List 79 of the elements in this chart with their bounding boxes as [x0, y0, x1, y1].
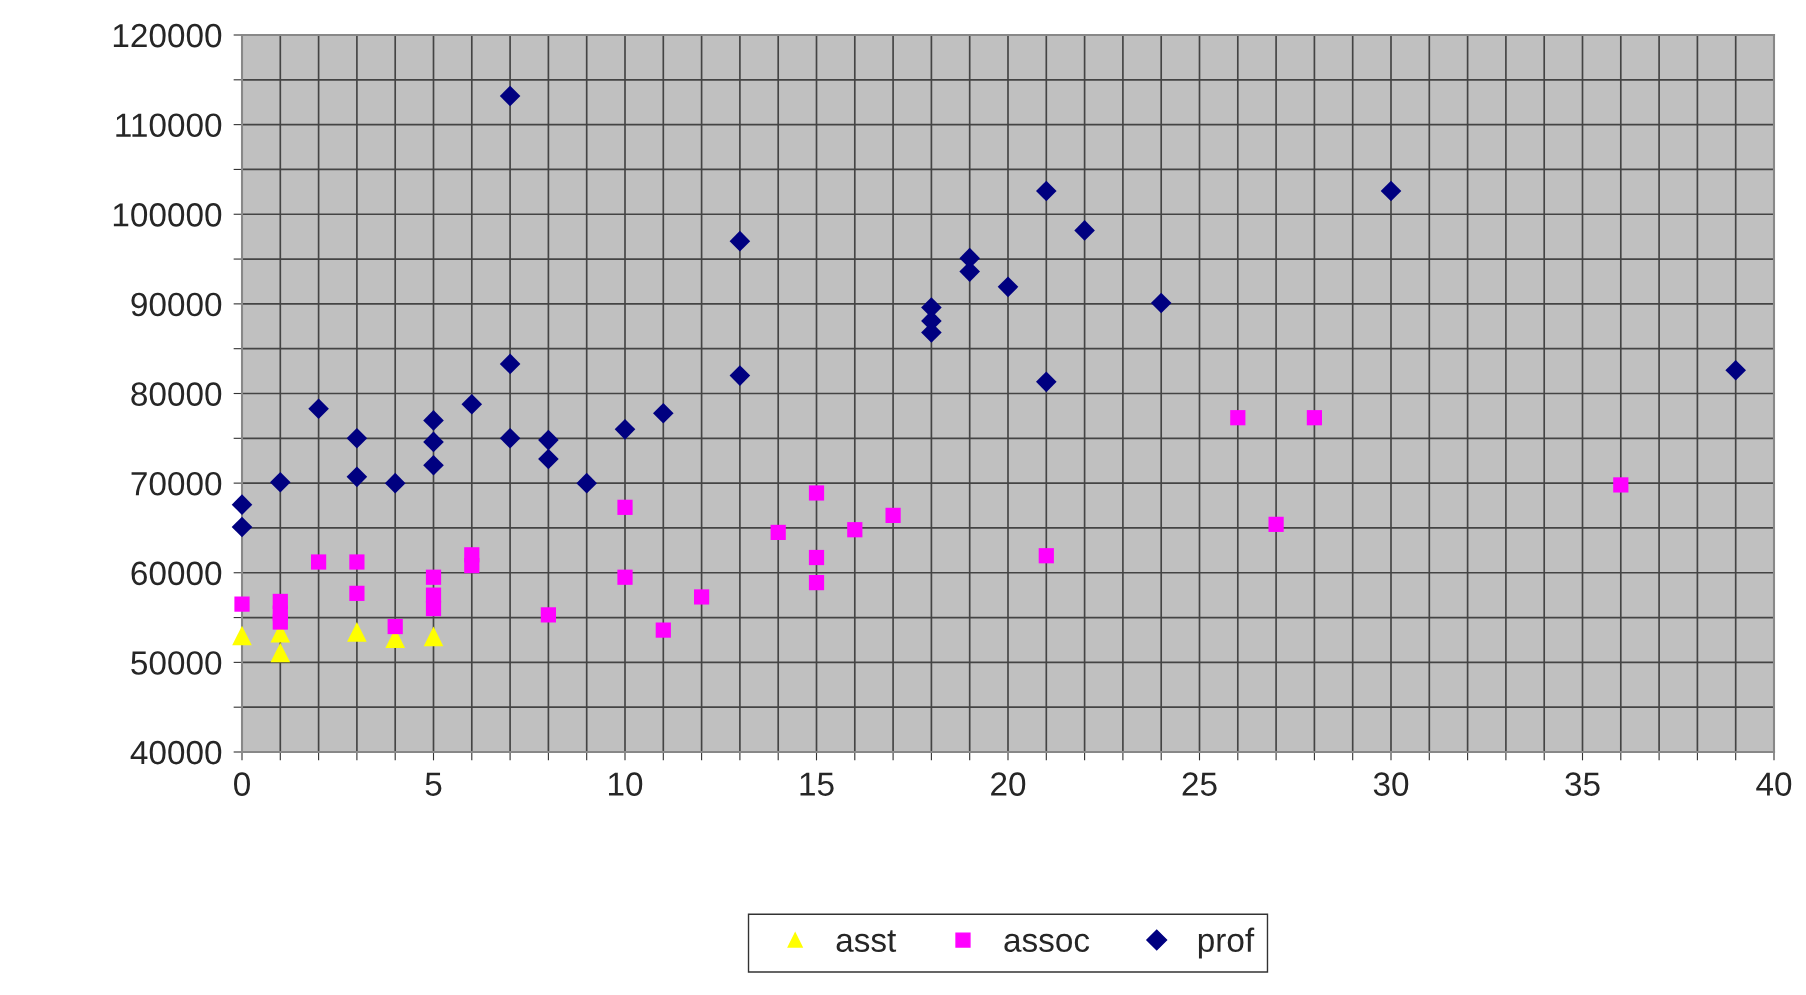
point	[655, 622, 671, 638]
point	[959, 261, 980, 282]
y-tick-label: 90000	[131, 292, 222, 317]
point	[1036, 180, 1057, 202]
point	[499, 85, 521, 107]
point	[387, 618, 403, 635]
x-tick-label: 10	[609, 772, 643, 796]
point	[346, 428, 368, 449]
point	[346, 466, 368, 488]
x-tick-label: 35	[1565, 772, 1600, 796]
x-tick-label: 30	[1373, 772, 1409, 796]
point	[614, 419, 636, 440]
point	[270, 642, 291, 663]
x-tick-label: 15	[800, 772, 834, 796]
point	[423, 454, 444, 476]
point	[464, 557, 480, 574]
point	[1230, 410, 1246, 426]
point	[1268, 516, 1284, 532]
point	[1306, 410, 1323, 426]
point	[499, 428, 521, 449]
point	[384, 472, 406, 494]
point	[1074, 220, 1095, 241]
x-tick-label: 25	[1182, 772, 1217, 796]
point	[576, 472, 597, 494]
point	[808, 549, 825, 566]
point	[349, 554, 365, 570]
point	[997, 276, 1019, 298]
legend-label: assoc	[1004, 933, 1090, 953]
y-tick-label: 110000	[116, 113, 222, 138]
point	[885, 507, 901, 523]
x-tick-label: 40	[1756, 772, 1792, 796]
point	[423, 626, 444, 647]
point	[540, 607, 557, 623]
point	[729, 230, 751, 252]
point	[272, 614, 288, 630]
point	[1725, 359, 1746, 381]
point	[538, 429, 559, 451]
point	[349, 585, 365, 601]
x-tick-label: 0	[234, 772, 250, 796]
point	[234, 596, 250, 612]
y-tick-label: 40000	[130, 740, 222, 765]
x-tick-label: 5	[425, 772, 442, 796]
point	[425, 600, 442, 617]
point	[232, 625, 252, 646]
point	[461, 393, 483, 415]
point	[231, 494, 253, 515]
point	[270, 471, 291, 493]
y-tick-label: 80000	[131, 382, 222, 406]
point	[347, 622, 367, 642]
legend-label: asst	[836, 930, 897, 953]
point	[499, 353, 521, 375]
point	[1613, 477, 1629, 493]
point	[308, 398, 329, 420]
point	[310, 554, 327, 570]
point	[847, 522, 863, 538]
point	[1380, 180, 1402, 202]
point	[770, 524, 786, 541]
point	[423, 431, 444, 453]
point	[617, 569, 633, 585]
y-tick-label: 120000	[113, 23, 222, 48]
point	[1038, 548, 1054, 564]
point	[1036, 371, 1057, 393]
point	[538, 448, 559, 470]
point	[231, 516, 253, 538]
y-tick-label: 70000	[131, 471, 222, 496]
point	[693, 589, 710, 605]
point	[808, 575, 825, 591]
y-tick-label: 50000	[131, 651, 222, 675]
point	[617, 499, 633, 515]
point	[425, 569, 442, 585]
y-tick-label: 100000	[113, 203, 222, 227]
point	[808, 485, 825, 501]
point	[1150, 292, 1172, 314]
point	[653, 402, 674, 424]
x-tick-label: 20	[991, 772, 1026, 796]
y-tick-label: 60000	[131, 561, 222, 586]
legend-label: prof	[1198, 927, 1255, 959]
point	[423, 410, 444, 431]
point	[729, 365, 751, 386]
